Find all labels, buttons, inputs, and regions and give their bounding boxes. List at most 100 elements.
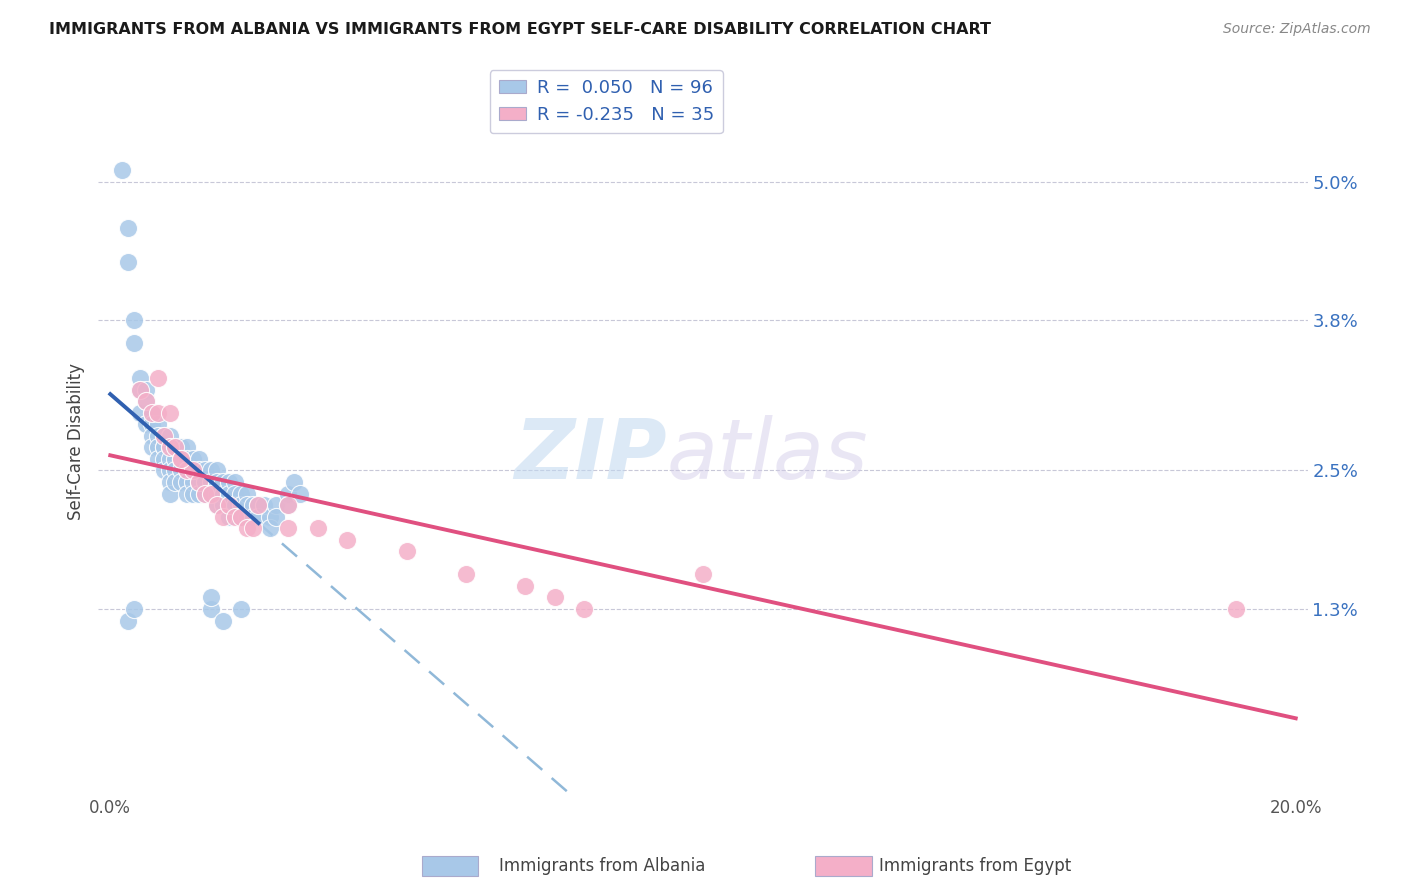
Point <box>188 463 211 477</box>
Point <box>259 521 281 535</box>
Point <box>218 475 240 489</box>
Point <box>200 486 222 500</box>
Point <box>159 475 181 489</box>
Point <box>165 475 187 489</box>
Point <box>152 429 174 443</box>
Point <box>117 220 139 235</box>
Point <box>135 394 157 409</box>
Point <box>200 475 222 489</box>
Point <box>188 475 211 489</box>
Point <box>218 498 240 512</box>
Point <box>170 463 193 477</box>
Text: Immigrants from Albania: Immigrants from Albania <box>499 857 706 875</box>
Text: Source: ZipAtlas.com: Source: ZipAtlas.com <box>1223 22 1371 37</box>
Point <box>218 509 240 524</box>
Point <box>152 440 174 454</box>
Point <box>247 498 270 512</box>
Point <box>159 440 181 454</box>
Point <box>224 486 246 500</box>
Point <box>336 533 359 547</box>
Legend: R =  0.050   N = 96, R = -0.235   N = 35: R = 0.050 N = 96, R = -0.235 N = 35 <box>489 70 723 133</box>
Point <box>235 486 257 500</box>
Point <box>194 486 217 500</box>
Point <box>176 463 198 477</box>
Point <box>165 440 187 454</box>
Point <box>247 498 270 512</box>
Point <box>194 486 217 500</box>
Point <box>181 475 204 489</box>
Point <box>544 591 567 605</box>
Point <box>229 509 252 524</box>
Point <box>212 614 235 628</box>
Point <box>200 486 222 500</box>
Point <box>181 486 204 500</box>
Point <box>454 567 477 582</box>
Point <box>224 475 246 489</box>
Point <box>229 486 252 500</box>
Y-axis label: Self-Care Disability: Self-Care Disability <box>67 363 86 520</box>
Point <box>159 440 181 454</box>
Point <box>235 509 257 524</box>
Point <box>574 602 596 616</box>
Point <box>395 544 418 558</box>
Point <box>277 498 299 512</box>
Point <box>129 383 152 397</box>
Point <box>200 591 222 605</box>
Point <box>235 521 257 535</box>
Point <box>159 463 181 477</box>
Text: ZIP: ZIP <box>515 415 666 496</box>
Point <box>176 475 198 489</box>
Point <box>200 602 222 616</box>
Point <box>212 509 235 524</box>
Point <box>135 383 157 397</box>
Point <box>152 440 174 454</box>
Point <box>224 498 246 512</box>
Point <box>205 498 228 512</box>
Point <box>146 440 169 454</box>
Point <box>141 440 163 454</box>
Point <box>205 486 228 500</box>
Point <box>692 567 714 582</box>
Point <box>283 475 305 489</box>
Point <box>288 486 311 500</box>
Point <box>176 440 198 454</box>
Text: atlas: atlas <box>666 415 869 496</box>
Point <box>242 521 264 535</box>
Point <box>188 451 211 466</box>
Point <box>515 579 537 593</box>
Point <box>277 498 299 512</box>
Point <box>152 463 174 477</box>
Point <box>218 498 240 512</box>
Point <box>229 498 252 512</box>
Point <box>141 406 163 420</box>
Point <box>277 521 299 535</box>
Point <box>242 509 264 524</box>
Point <box>259 509 281 524</box>
Point <box>146 406 169 420</box>
Point <box>200 463 222 477</box>
Point <box>224 509 246 524</box>
Point <box>111 163 134 178</box>
Point <box>307 521 329 535</box>
Point <box>277 486 299 500</box>
Point <box>205 475 228 489</box>
Point <box>141 429 163 443</box>
Point <box>212 498 235 512</box>
Point <box>129 383 152 397</box>
Point <box>181 451 204 466</box>
Point <box>122 313 145 327</box>
Point <box>117 614 139 628</box>
Point <box>170 451 193 466</box>
Point <box>117 255 139 269</box>
Point <box>146 417 169 432</box>
Point <box>159 429 181 443</box>
Point <box>165 440 187 454</box>
Point <box>194 475 217 489</box>
Point <box>146 429 169 443</box>
Point <box>188 486 211 500</box>
Point <box>205 498 228 512</box>
Text: IMMIGRANTS FROM ALBANIA VS IMMIGRANTS FROM EGYPT SELF-CARE DISABILITY CORRELATIO: IMMIGRANTS FROM ALBANIA VS IMMIGRANTS FR… <box>49 22 991 37</box>
Point <box>194 463 217 477</box>
Point <box>159 486 181 500</box>
Point <box>242 498 264 512</box>
